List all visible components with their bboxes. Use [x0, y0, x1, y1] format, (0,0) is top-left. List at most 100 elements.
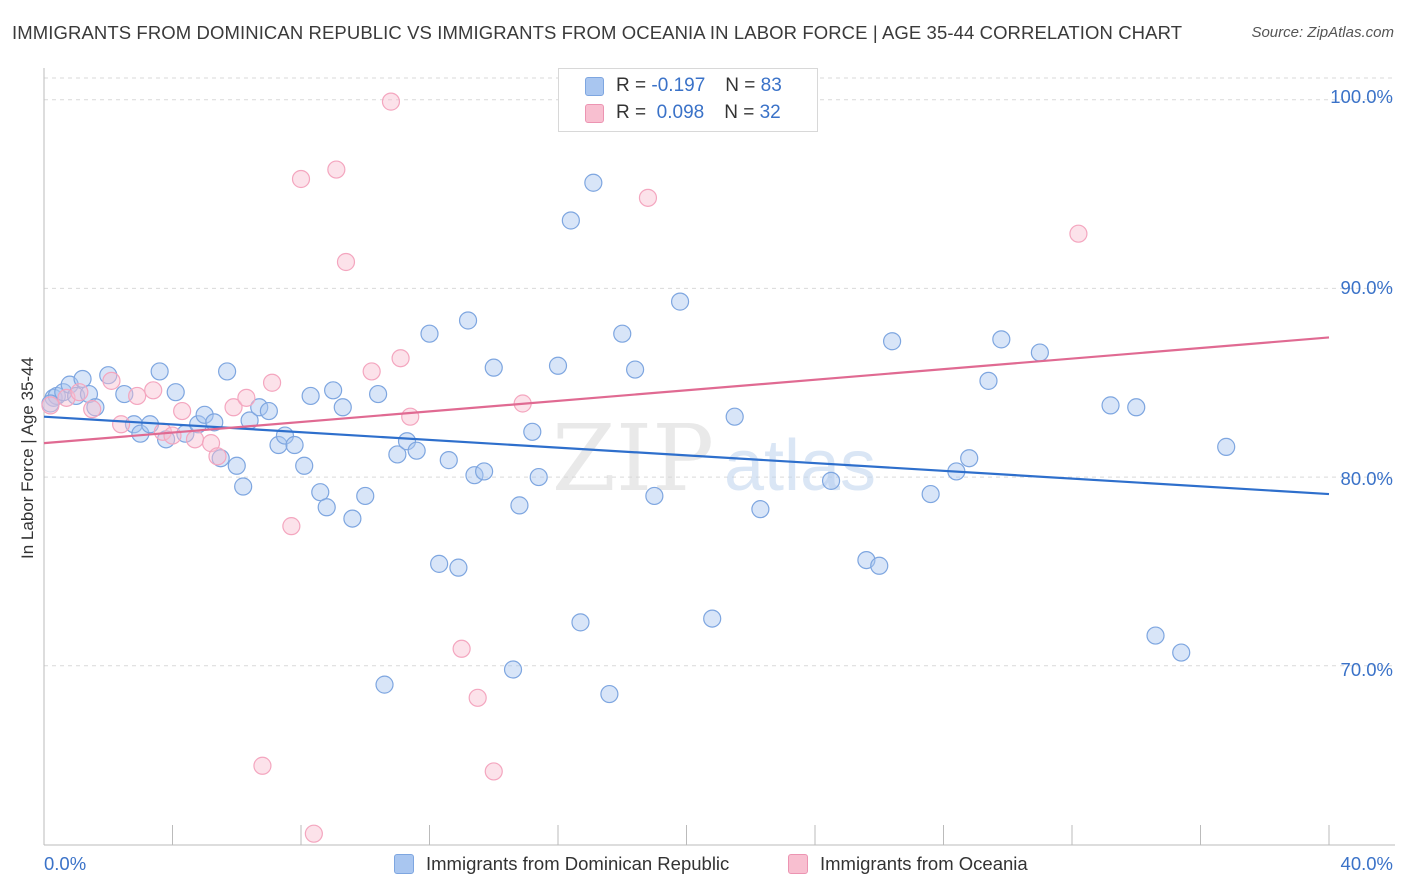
point-oceania [1069, 224, 1088, 243]
legend-r-value: 0.098 [656, 102, 705, 123]
y-tick-90: 90.0% [1340, 277, 1393, 298]
axes [43, 68, 1395, 846]
point-dominican [388, 445, 407, 464]
point-dominican [397, 432, 417, 451]
point-dominican [960, 449, 979, 468]
point-dominican [882, 332, 902, 351]
point-oceania [111, 415, 131, 434]
point-dominican [821, 471, 841, 490]
bottom-legend-label: Immigrants from Dominican Republic [426, 853, 730, 874]
point-oceania [237, 388, 256, 407]
point-dominican [301, 386, 320, 406]
point-oceania [452, 639, 471, 658]
point-oceania [327, 160, 346, 179]
bottom-legend-dominican: Immigrants from Dominican Republic [394, 851, 729, 877]
point-dominican [548, 356, 568, 375]
point-dominican [1030, 343, 1049, 362]
point-dominican [295, 456, 314, 475]
point-dominican [311, 483, 330, 502]
point-oceania [291, 169, 311, 189]
point-dominican [250, 398, 269, 417]
point-dominican [375, 675, 394, 694]
legend-n-label: N = [724, 102, 755, 123]
point-dominican [369, 384, 388, 404]
point-dominican [670, 292, 690, 311]
y-tick-70: 70.0% [1340, 659, 1393, 680]
y-tick-80: 80.0% [1340, 468, 1393, 489]
point-oceania [83, 400, 102, 419]
legend-swatch-blue [585, 76, 604, 96]
point-oceania [41, 396, 60, 415]
point-dominican [356, 486, 375, 506]
point-dominican [561, 211, 580, 230]
x-tick-left: 0.0% [44, 853, 87, 874]
point-dominican [613, 324, 632, 343]
point-oceania [381, 92, 401, 111]
point-oceania [224, 398, 243, 417]
bottom-legend-label: Immigrants from Oceania [820, 853, 1028, 874]
point-dominican [503, 660, 523, 679]
trend-line-dominican [43, 415, 1330, 496]
point-dominican [484, 358, 503, 377]
data-points [41, 92, 1236, 843]
point-dominican [992, 330, 1011, 349]
point-dominican [150, 362, 169, 381]
point-dominican [166, 383, 185, 402]
point-oceania [128, 386, 147, 406]
point-dominican [703, 609, 722, 628]
point-dominican [259, 401, 278, 421]
point-oceania [173, 401, 192, 421]
bottom-legend-oceania: Immigrants from Oceania [788, 851, 1028, 877]
point-dominican [430, 554, 449, 573]
point-dominican [439, 451, 458, 470]
watermark-zip: ZIP [552, 405, 714, 512]
gridlines [44, 77, 1395, 667]
point-oceania [253, 756, 272, 775]
point-oceania [70, 383, 89, 402]
point-dominican [99, 366, 118, 385]
point-dominican [921, 484, 940, 504]
point-dominican [1101, 396, 1120, 415]
bottom-legend-swatch-pink [788, 854, 808, 874]
point-oceania [401, 407, 420, 426]
legend-n-value: 32 [759, 102, 781, 123]
point-dominican [449, 558, 468, 577]
point-dominican [218, 362, 237, 381]
point-dominican [343, 509, 362, 528]
legend-row-oceania: R = 0.098 N = 32 [585, 100, 781, 126]
point-oceania [208, 447, 227, 466]
point-dominican [600, 684, 619, 704]
y-tick-100: 100.0% [1330, 86, 1393, 107]
point-dominican [317, 498, 336, 517]
chart-title: IMMIGRANTS FROM DOMINICAN REPUBLIC VS IM… [12, 22, 1183, 43]
point-oceania [163, 426, 182, 445]
point-dominican [870, 556, 889, 575]
point-dominican [571, 613, 590, 632]
point-dominican [189, 415, 208, 434]
trend-lines [43, 336, 1330, 496]
point-dominican [625, 360, 645, 379]
point-dominican [458, 311, 478, 330]
point-dominican [475, 462, 494, 481]
point-oceania [468, 688, 487, 707]
point-oceania [262, 373, 282, 392]
source-note: Source: ZipAtlas.com [1251, 24, 1394, 41]
point-dominican [1146, 626, 1165, 645]
point-oceania [336, 252, 356, 272]
x-tick-right: 40.0% [1340, 853, 1393, 874]
point-dominican [324, 381, 343, 400]
point-dominican [510, 496, 529, 515]
point-dominican [227, 456, 246, 475]
legend-n-label: N = [725, 75, 756, 96]
point-oceania [484, 762, 503, 781]
bottom-legend-swatch-blue [394, 854, 414, 874]
trend-line-oceania [43, 336, 1330, 445]
point-dominican [645, 486, 664, 506]
point-dominican [333, 398, 352, 417]
point-dominican [1127, 398, 1146, 417]
legend-r-value: -0.197 [651, 75, 706, 96]
point-oceania [304, 824, 323, 843]
point-oceania [362, 362, 381, 381]
point-dominican [269, 435, 288, 455]
